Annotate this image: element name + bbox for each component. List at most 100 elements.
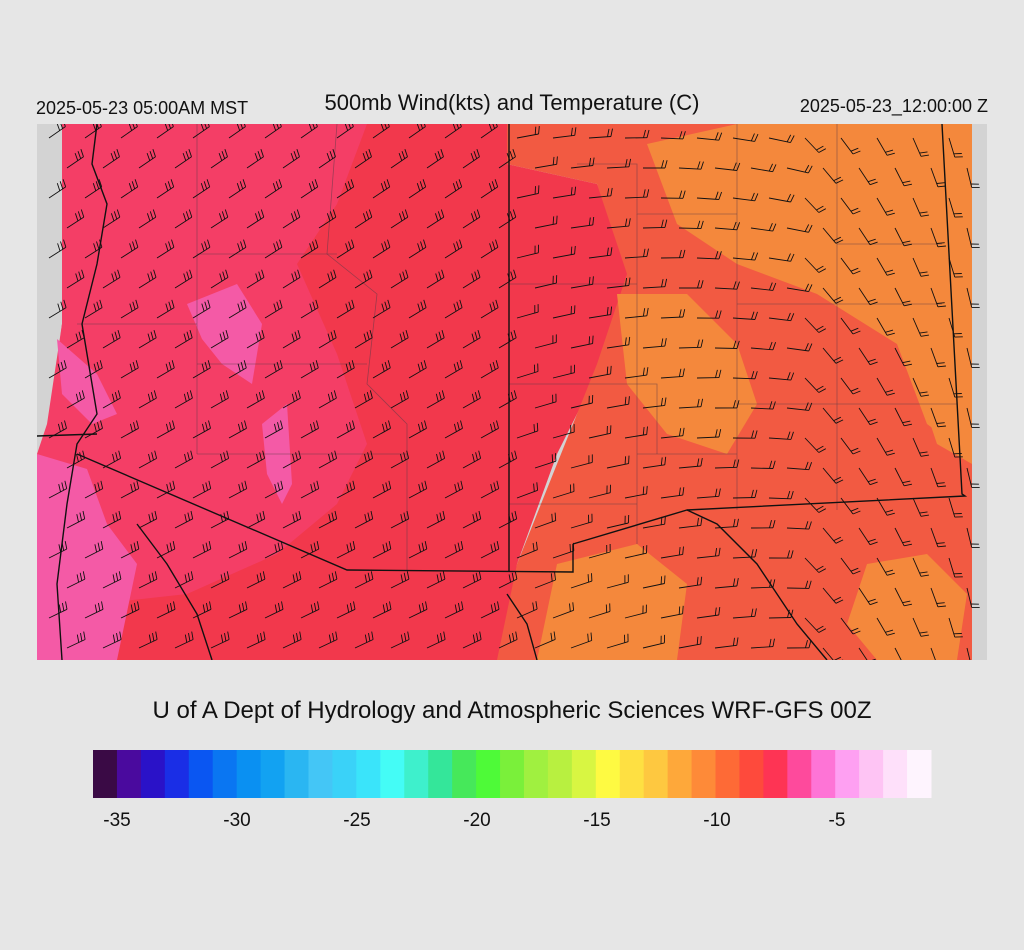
wind-barb <box>876 257 895 276</box>
wind-barb <box>534 571 556 589</box>
wind-barb <box>840 557 861 575</box>
wind-barb <box>66 149 84 169</box>
wind-barb <box>840 497 861 515</box>
wind-barb <box>156 239 175 259</box>
wind-barb <box>48 360 67 379</box>
wind-barb <box>696 250 722 260</box>
wind-barb <box>210 329 229 349</box>
wind-barb <box>786 164 813 174</box>
wind-barb <box>462 149 480 169</box>
wind-barb <box>426 631 446 649</box>
wind-barb <box>606 514 630 529</box>
wind-barb <box>804 377 827 393</box>
wind-barb <box>840 197 861 215</box>
wind-barb <box>516 244 539 259</box>
wind-barb <box>822 647 844 660</box>
wind-barb <box>462 390 481 409</box>
wind-barb <box>336 179 355 199</box>
wind-barb <box>966 167 980 189</box>
wind-barb <box>444 480 464 499</box>
wind-barb <box>768 253 795 262</box>
wind-barb <box>804 137 827 153</box>
wind-barb <box>264 299 283 319</box>
wind-barb <box>246 329 265 349</box>
wind-barb <box>84 480 104 499</box>
temperature-region <box>537 544 687 660</box>
wind-barb <box>624 545 648 559</box>
wind-barb <box>930 467 946 488</box>
wind-barb <box>264 239 283 259</box>
wind-barb <box>354 450 374 469</box>
wind-barb <box>714 400 740 409</box>
wind-barb <box>930 587 946 608</box>
wind-barb <box>642 634 666 649</box>
wind-barb <box>48 420 67 439</box>
wind-barb <box>372 179 391 199</box>
wind-barb <box>624 248 649 259</box>
wind-barb <box>570 335 594 349</box>
colorbar-swatch <box>500 750 525 798</box>
wind-barb <box>606 277 631 289</box>
wind-barb <box>174 571 194 589</box>
wind-barb <box>624 367 649 379</box>
wind-barb <box>696 547 721 559</box>
wind-barb <box>354 209 373 229</box>
wind-barb <box>660 249 686 259</box>
wind-barb <box>300 179 319 199</box>
wind-barb <box>372 299 391 319</box>
wind-barb <box>84 601 104 619</box>
wind-barb <box>732 549 758 559</box>
colorbar-swatch <box>811 750 836 798</box>
wind-barb <box>66 631 86 649</box>
wind-barb <box>534 393 557 409</box>
temperature-wind-map <box>37 124 987 660</box>
wind-barb <box>642 219 668 229</box>
wind-barb <box>732 370 758 380</box>
wind-barb <box>894 227 912 247</box>
wind-barb <box>210 149 228 169</box>
wind-barb <box>786 521 812 530</box>
wind-barb <box>462 631 482 649</box>
wind-barb <box>480 601 500 619</box>
wind-barb <box>48 299 67 319</box>
wind-barb <box>120 480 140 499</box>
wind-barb <box>714 340 740 349</box>
wind-barb <box>696 488 721 499</box>
colorbar-tick-label: -25 <box>343 810 371 831</box>
wind-barb <box>354 390 373 409</box>
wind-barb <box>120 541 140 559</box>
wind-barb <box>372 360 391 379</box>
wind-barb <box>606 218 631 229</box>
wind-barb <box>174 390 193 409</box>
wind-barb <box>750 401 776 410</box>
wind-barb <box>120 124 138 139</box>
wind-barb <box>174 269 193 289</box>
wind-barb <box>426 390 445 409</box>
wind-barb <box>858 527 878 546</box>
wind-barb <box>948 497 963 518</box>
wind-barb <box>282 510 302 529</box>
wind-barb <box>570 632 593 649</box>
wind-barb <box>732 430 758 439</box>
colorbar-swatch <box>404 750 429 798</box>
colorbar-swatch <box>260 750 286 798</box>
wind-barb <box>426 209 445 229</box>
colorbar-tick-label: -10 <box>703 810 731 831</box>
wind-barb <box>534 631 556 649</box>
wind-barb <box>174 510 194 529</box>
wind-barb <box>732 133 759 142</box>
wind-barb <box>426 269 445 289</box>
wind-barb <box>786 402 813 411</box>
wind-barb <box>174 149 192 169</box>
wind-barb <box>138 510 158 529</box>
wind-barb <box>966 227 980 249</box>
no-data-edge <box>37 124 62 324</box>
wind-barb <box>858 647 876 660</box>
wind-barb <box>300 239 319 259</box>
wind-barb <box>858 407 878 426</box>
wind-barb <box>588 425 612 439</box>
wind-barb <box>66 510 86 529</box>
wind-barb <box>732 608 757 619</box>
wind-barb <box>642 278 668 289</box>
colorbar-swatch <box>308 750 333 798</box>
